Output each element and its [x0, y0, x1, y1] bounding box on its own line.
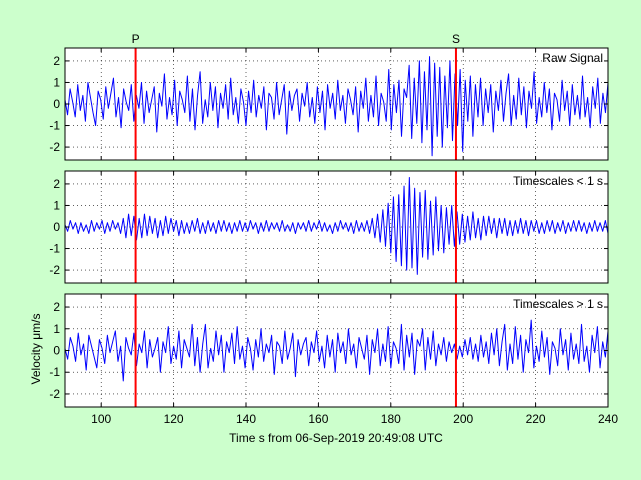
panel-long-timescales: -2 -1 0 1 2 Timescales > 1 s 100 120 140 160 180 20… — [49, 293, 618, 426]
s-phase-label: S — [452, 32, 460, 46]
x-axis-label: Time s from 06-Sep-2019 20:49:08 UTC — [229, 431, 443, 445]
x-tick-label: 180 — [381, 412, 401, 426]
y-tick-label: -1 — [49, 365, 60, 379]
y-tick-label: 2 — [53, 300, 60, 314]
y-tick-label: 2 — [53, 54, 60, 68]
y-tick-label: 1 — [53, 322, 60, 336]
x-tick-label: 220 — [526, 412, 546, 426]
y-tick-label: -2 — [49, 140, 60, 154]
signal-trace — [64, 176, 609, 275]
y-axis-label: Velocity μm/s — [29, 314, 43, 385]
signal-trace — [64, 319, 609, 382]
y-tick-label: 2 — [53, 177, 60, 191]
y-tick-label: 1 — [53, 198, 60, 212]
panel-title: Timescales > 1 s — [513, 297, 603, 311]
y-tick-label: 0 — [53, 344, 60, 358]
panel-raw-signal: -2 -1 0 1 2 Raw Signal — [49, 47, 609, 161]
x-tick-label: 120 — [164, 412, 184, 426]
y-tick-label: -1 — [49, 119, 60, 133]
x-tick-label: 100 — [91, 412, 111, 426]
y-tick-label: -1 — [49, 242, 60, 256]
y-tick-label: -2 — [49, 263, 60, 277]
x-tick-label: 240 — [598, 412, 618, 426]
y-tick-label: 0 — [53, 97, 60, 111]
x-tick-label: 200 — [453, 412, 473, 426]
x-tick-label: 160 — [308, 412, 328, 426]
y-tick-label: -2 — [49, 387, 60, 401]
y-tick-label: 1 — [53, 75, 60, 89]
panel-title: Raw Signal — [542, 51, 603, 65]
signal-trace — [64, 56, 609, 157]
panel-short-timescales: -2 -1 0 1 2 Timescales < 1 s — [49, 170, 609, 284]
y-tick-label: 0 — [53, 220, 60, 234]
panel-title: Timescales < 1 s — [513, 174, 603, 188]
x-tick-label: 140 — [236, 412, 256, 426]
p-phase-label: P — [132, 32, 140, 46]
